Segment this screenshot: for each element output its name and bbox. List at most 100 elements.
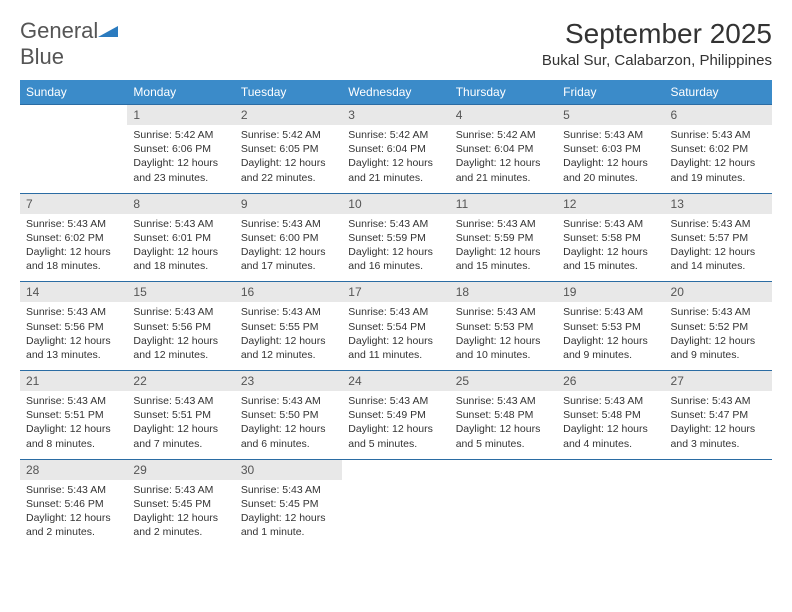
daylight-text: Daylight: 12 hours and 7 minutes.: [133, 422, 228, 450]
sunrise-text: Sunrise: 5:43 AM: [241, 217, 336, 231]
day-data: Sunrise: 5:43 AMSunset: 6:02 PMDaylight:…: [665, 125, 772, 193]
day-data: Sunrise: 5:43 AMSunset: 5:58 PMDaylight:…: [557, 214, 664, 282]
daylight-text: Daylight: 12 hours and 10 minutes.: [456, 334, 551, 362]
day-number: 17: [342, 282, 449, 302]
daylight-text: Daylight: 12 hours and 9 minutes.: [563, 334, 658, 362]
day-number: 23: [235, 371, 342, 391]
sunset-text: Sunset: 6:00 PM: [241, 231, 336, 245]
day-number: 4: [450, 105, 557, 125]
weekday-header: Thursday: [450, 80, 557, 105]
day-data: Sunrise: 5:43 AMSunset: 5:47 PMDaylight:…: [665, 391, 772, 459]
sunset-text: Sunset: 6:02 PM: [671, 142, 766, 156]
daylight-text: Daylight: 12 hours and 2 minutes.: [133, 511, 228, 539]
sunset-text: Sunset: 6:06 PM: [133, 142, 228, 156]
day-number: 29: [127, 460, 234, 480]
day-number: 19: [557, 282, 664, 302]
sunrise-text: Sunrise: 5:43 AM: [671, 128, 766, 142]
day-number: 9: [235, 194, 342, 214]
sunset-text: Sunset: 5:52 PM: [671, 320, 766, 334]
day-data: Sunrise: 5:43 AMSunset: 5:56 PMDaylight:…: [20, 302, 127, 370]
daylight-text: Daylight: 12 hours and 3 minutes.: [671, 422, 766, 450]
sunrise-text: Sunrise: 5:43 AM: [348, 394, 443, 408]
daylight-text: Daylight: 12 hours and 20 minutes.: [563, 156, 658, 184]
sunrise-text: Sunrise: 5:43 AM: [563, 394, 658, 408]
day-number: [665, 460, 772, 480]
location: Bukal Sur, Calabarzon, Philippines: [542, 52, 772, 69]
calendar-day: 1 Sunrise: 5:42 AMSunset: 6:06 PMDaylight…: [127, 105, 234, 194]
sunset-text: Sunset: 5:51 PM: [26, 408, 121, 422]
logo-triangle-icon: [98, 24, 118, 38]
day-data: Sunrise: 5:43 AMSunset: 5:46 PMDaylight:…: [20, 480, 127, 548]
day-data: Sunrise: 5:43 AMSunset: 5:48 PMDaylight:…: [450, 391, 557, 459]
daylight-text: Daylight: 12 hours and 17 minutes.: [241, 245, 336, 273]
sunrise-text: Sunrise: 5:42 AM: [241, 128, 336, 142]
daylight-text: Daylight: 12 hours and 12 minutes.: [133, 334, 228, 362]
sunrise-text: Sunrise: 5:43 AM: [456, 217, 551, 231]
day-number: 1: [127, 105, 234, 125]
day-number: [557, 460, 664, 480]
weekday-header: Friday: [557, 80, 664, 105]
day-data: Sunrise: 5:43 AMSunset: 5:54 PMDaylight:…: [342, 302, 449, 370]
calendar-day: 13Sunrise: 5:43 AMSunset: 5:57 PMDayligh…: [665, 193, 772, 282]
day-data: Sunrise: 5:43 AMSunset: 5:51 PMDaylight:…: [20, 391, 127, 459]
sunrise-text: Sunrise: 5:43 AM: [133, 305, 228, 319]
day-data: Sunrise: 5:43 AMSunset: 5:59 PMDaylight:…: [342, 214, 449, 282]
calendar-day: 20Sunrise: 5:43 AMSunset: 5:52 PMDayligh…: [665, 282, 772, 371]
logo-text: General Blue: [20, 18, 118, 70]
daylight-text: Daylight: 12 hours and 18 minutes.: [26, 245, 121, 273]
day-data: Sunrise: 5:43 AMSunset: 5:49 PMDaylight:…: [342, 391, 449, 459]
logo: General Blue: [20, 18, 118, 70]
calendar-week: 14Sunrise: 5:43 AMSunset: 5:56 PMDayligh…: [20, 282, 772, 371]
sunrise-text: Sunrise: 5:43 AM: [563, 128, 658, 142]
day-number: [450, 460, 557, 480]
weekday-header: Monday: [127, 80, 234, 105]
sunset-text: Sunset: 5:48 PM: [456, 408, 551, 422]
sunset-text: Sunset: 5:57 PM: [671, 231, 766, 245]
day-data: Sunrise: 5:43 AMSunset: 5:45 PMDaylight:…: [127, 480, 234, 548]
header: General Blue September 2025 Bukal Sur, C…: [20, 18, 772, 70]
calendar-day: 12Sunrise: 5:43 AMSunset: 5:58 PMDayligh…: [557, 193, 664, 282]
day-number: 13: [665, 194, 772, 214]
day-data: Sunrise: 5:43 AMSunset: 5:50 PMDaylight:…: [235, 391, 342, 459]
calendar-day: 6Sunrise: 5:43 AMSunset: 6:02 PMDaylight…: [665, 105, 772, 194]
day-number: 12: [557, 194, 664, 214]
logo-text-2: Blue: [20, 44, 64, 69]
sunset-text: Sunset: 5:53 PM: [456, 320, 551, 334]
day-number: 2: [235, 105, 342, 125]
daylight-text: Daylight: 12 hours and 21 minutes.: [456, 156, 551, 184]
calendar-day: 3Sunrise: 5:42 AMSunset: 6:04 PMDaylight…: [342, 105, 449, 194]
calendar-day: 4Sunrise: 5:42 AMSunset: 6:04 PMDaylight…: [450, 105, 557, 194]
day-data: Sunrise: 5:43 AMSunset: 5:55 PMDaylight:…: [235, 302, 342, 370]
day-data: Sunrise: 5:43 AMSunset: 6:01 PMDaylight:…: [127, 214, 234, 282]
sunrise-text: Sunrise: 5:43 AM: [456, 394, 551, 408]
calendar-header: SundayMondayTuesdayWednesdayThursdayFrid…: [20, 80, 772, 105]
sunset-text: Sunset: 5:45 PM: [241, 497, 336, 511]
sunrise-text: Sunrise: 5:43 AM: [671, 305, 766, 319]
weekday-header: Tuesday: [235, 80, 342, 105]
title-block: September 2025 Bukal Sur, Calabarzon, Ph…: [542, 18, 772, 69]
daylight-text: Daylight: 12 hours and 23 minutes.: [133, 156, 228, 184]
sunset-text: Sunset: 6:05 PM: [241, 142, 336, 156]
sunrise-text: Sunrise: 5:42 AM: [348, 128, 443, 142]
sunset-text: Sunset: 5:56 PM: [26, 320, 121, 334]
sunrise-text: Sunrise: 5:43 AM: [563, 305, 658, 319]
daylight-text: Daylight: 12 hours and 22 minutes.: [241, 156, 336, 184]
calendar-day: 7Sunrise: 5:43 AMSunset: 6:02 PMDaylight…: [20, 193, 127, 282]
sunset-text: Sunset: 6:03 PM: [563, 142, 658, 156]
calendar-body: 1Sunrise: 5:42 AMSunset: 6:06 PMDaylight…: [20, 105, 772, 548]
daylight-text: Daylight: 12 hours and 13 minutes.: [26, 334, 121, 362]
calendar-week: 21Sunrise: 5:43 AMSunset: 5:51 PMDayligh…: [20, 371, 772, 460]
calendar-day: [20, 105, 127, 194]
day-data: Sunrise: 5:43 AMSunset: 6:00 PMDaylight:…: [235, 214, 342, 282]
calendar-day: 26Sunrise: 5:43 AMSunset: 5:48 PMDayligh…: [557, 371, 664, 460]
sunrise-text: Sunrise: 5:42 AM: [133, 128, 228, 142]
sunrise-text: Sunrise: 5:43 AM: [456, 305, 551, 319]
daylight-text: Daylight: 12 hours and 15 minutes.: [456, 245, 551, 273]
sunrise-text: Sunrise: 5:43 AM: [241, 483, 336, 497]
calendar-day: [342, 459, 449, 547]
sunrise-text: Sunrise: 5:43 AM: [348, 217, 443, 231]
daylight-text: Daylight: 12 hours and 14 minutes.: [671, 245, 766, 273]
day-number: 11: [450, 194, 557, 214]
day-number: 21: [20, 371, 127, 391]
day-number: 3: [342, 105, 449, 125]
